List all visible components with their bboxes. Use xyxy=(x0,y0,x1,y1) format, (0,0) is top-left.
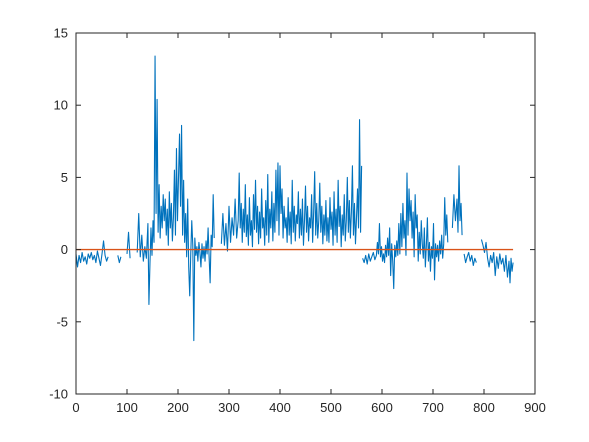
x-tick-label: 100 xyxy=(116,400,138,415)
x-tick-label: 200 xyxy=(167,400,189,415)
x-tick-label: 600 xyxy=(371,400,393,415)
series-1-segment-2 xyxy=(117,255,122,264)
axes-layer: 0 100 200 300 400 500 600 700 800 900 -10 -5 0 5 10 15 xyxy=(49,26,546,416)
y-tick-label: -5 xyxy=(56,314,68,329)
axes-box xyxy=(75,32,536,395)
series-1-segment-8 xyxy=(463,251,477,267)
series-1-segment-5 xyxy=(220,119,363,252)
y-tick-label: 15 xyxy=(54,26,68,41)
x-tick-label: 300 xyxy=(218,400,240,415)
series-1-segment-9 xyxy=(480,239,514,284)
y-tick-label: 5 xyxy=(61,170,68,185)
x-tick-label: 900 xyxy=(524,400,546,415)
plot-area xyxy=(76,33,535,394)
x-tick-label: 0 xyxy=(72,400,79,415)
y-tick-label: 10 xyxy=(54,98,68,113)
series-1-segment-1 xyxy=(75,240,109,268)
series-1-segment-6 xyxy=(362,172,449,290)
x-tick-label: 500 xyxy=(320,400,342,415)
x-tick-label: 700 xyxy=(422,400,444,415)
x-tick-label: 400 xyxy=(269,400,291,415)
y-tick-label: -10 xyxy=(49,387,68,402)
series-1-segment-4 xyxy=(136,55,215,342)
series-layer xyxy=(75,55,514,342)
x-tick-label: 800 xyxy=(473,400,495,415)
y-tick-label: 0 xyxy=(61,242,68,257)
series-1-segment-7 xyxy=(451,165,463,236)
